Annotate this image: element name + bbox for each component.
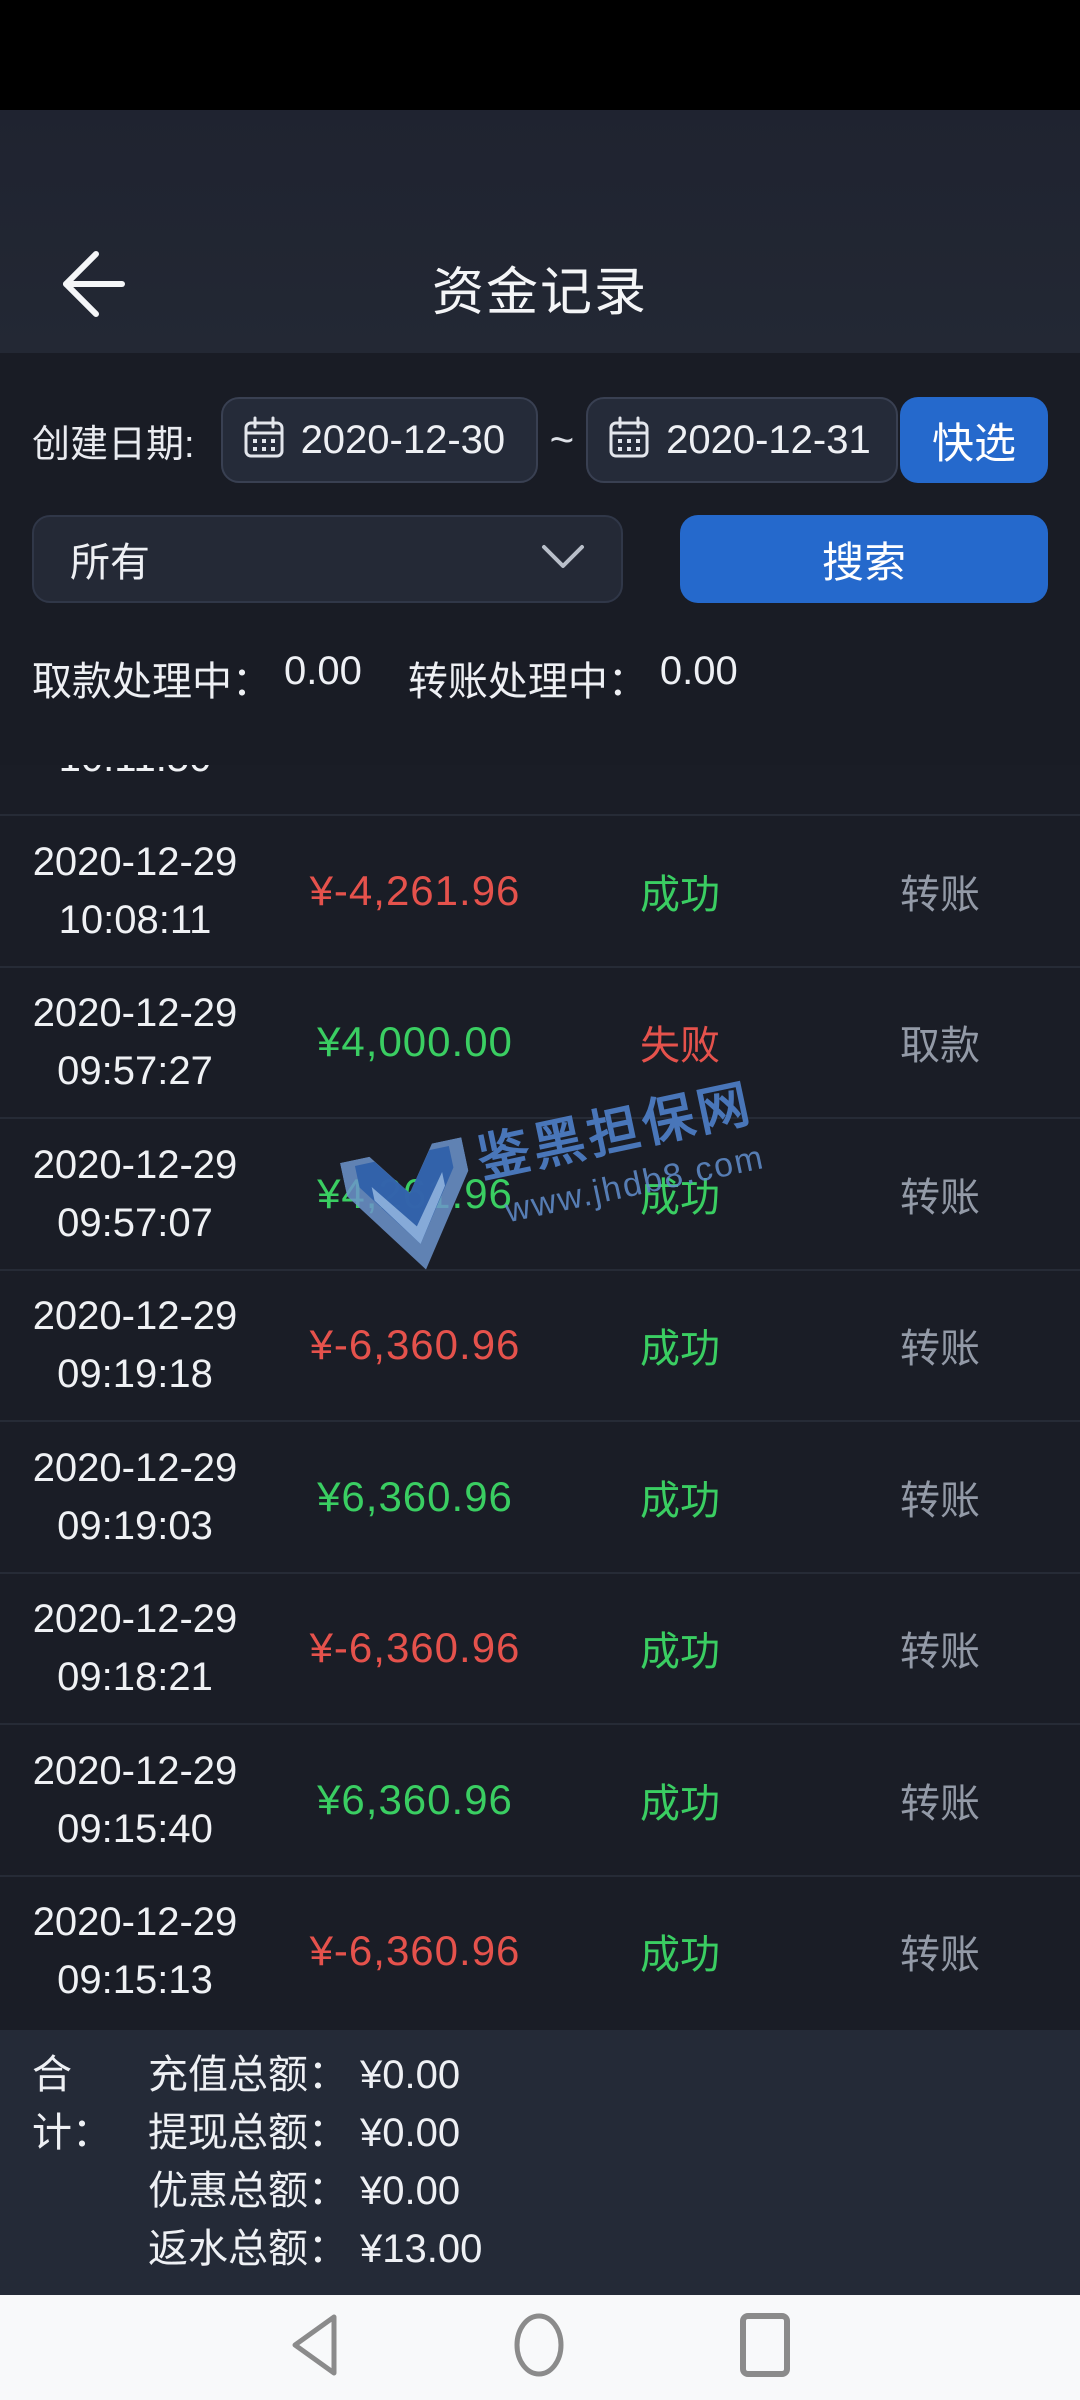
- row-amount: ¥4,261.96: [317, 1169, 513, 1217]
- back-button[interactable]: [52, 240, 136, 332]
- row-status: 成功: [640, 1327, 720, 1372]
- row-amount: ¥-4,261.96: [309, 866, 521, 914]
- nav-recents-button[interactable]: [738, 2312, 792, 2383]
- row-datetime: 2020-12-29 10:08:11: [32, 839, 238, 942]
- table-row: 2020-12-29 09:19:03 ¥6,360.96 成功 转账: [0, 1420, 1080, 1572]
- row-datetime: 2020-12-29 09:19:03: [32, 1445, 238, 1548]
- processing-status-line: 取款处理中： 0.00 转账处理中： 0.00: [32, 649, 1048, 707]
- table-row: 2020-12-29 09:15:13 ¥-6,360.96 成功 转账: [0, 1874, 1080, 2027]
- row-type: 转账: [900, 1630, 980, 1675]
- row-datetime: 2020-12-29 09:57:07: [32, 1142, 238, 1245]
- row-amount: ¥-6,360.96: [309, 1624, 521, 1672]
- table-row: 2020-12-29 09:57:27 ¥4,000.00 失败 取款: [0, 965, 1080, 1118]
- row-status: 成功: [640, 1781, 720, 1826]
- table-row: 2020-12-29 09:15:40 ¥6,360.96 成功 转账: [0, 1723, 1080, 1875]
- nav-home-button[interactable]: [508, 2312, 570, 2383]
- row-status: 成功: [640, 1933, 720, 1978]
- nav-back-button[interactable]: [288, 2312, 340, 2383]
- summary-item-value: ¥0.00: [360, 2053, 461, 2097]
- row-amount: ¥6,360.96: [317, 1775, 513, 1823]
- type-dropdown[interactable]: 所有: [32, 515, 623, 603]
- summary-item-value: ¥0.00: [360, 2169, 461, 2213]
- table-row: 2020-12-29 09:57:07 ¥4,261.96 成功 转账: [0, 1117, 1080, 1269]
- row-status: 成功: [640, 1478, 720, 1523]
- row-type: 转账: [900, 1933, 980, 1978]
- rows-container: 2020-12-29 10:08:11 ¥-4,261.96 成功 转账 2020-12-…: [0, 814, 1080, 2026]
- row-type: 转账: [900, 872, 980, 917]
- summary-item-label: 充值总额：: [148, 2053, 348, 2097]
- transfer-processing-label: 转账处理中：: [407, 660, 648, 704]
- summary-item-value: ¥13.00: [360, 2227, 483, 2271]
- row-amount: ¥-6,360.96: [309, 1321, 521, 1369]
- table-row: 2020-12-29 10:08:11 ¥-4,261.96 成功 转账: [0, 814, 1080, 966]
- back-triangle-icon: [288, 2312, 340, 2383]
- android-navbar: [0, 2295, 1080, 2400]
- summary-item: 返水总额： ¥13.00: [148, 2220, 482, 2278]
- summary-item-label: 提现总额：: [148, 2111, 348, 2155]
- row-status: 失败: [640, 1024, 720, 1069]
- row-type: 转账: [900, 1781, 980, 1826]
- summary-total-label: 合计：: [32, 2053, 112, 2155]
- search-button[interactable]: 搜索: [680, 515, 1048, 603]
- calendar-icon: [608, 416, 650, 465]
- chevron-down-icon: [541, 544, 585, 575]
- row-type: 转账: [900, 1175, 980, 1220]
- summary-item: 充值总额： ¥0.00: [148, 2046, 482, 2104]
- summary-footer: 合计： 充值总额： ¥0.00 提现总额： ¥0.00 优惠总额： ¥0.00 返水总额： ¥…: [0, 2030, 1080, 2295]
- row-type: 转账: [900, 1327, 980, 1372]
- range-separator: ~: [549, 416, 575, 463]
- summary-item-label: 优惠总额：: [148, 2169, 348, 2213]
- withdraw-processing-label: 取款处理中：: [32, 660, 272, 704]
- records-list[interactable]: 10:11:50 2020-12-2910:08:11¥-4,261.96成功转…: [0, 765, 1080, 2030]
- row-amount: ¥6,360.96: [317, 1472, 513, 1520]
- row-datetime: 2020-12-29 09:15:13: [32, 1900, 238, 2003]
- home-circle-icon: [508, 2312, 570, 2383]
- status-bar: [0, 0, 1080, 110]
- row-status: 成功: [640, 1630, 720, 1675]
- table-row: 2020-12-29 09:19:18 ¥-6,360.96 成功 转账: [0, 1268, 1080, 1421]
- row-type: 转账: [900, 1478, 980, 1523]
- row-status: 成功: [640, 1175, 720, 1220]
- summary-item: 优惠总额： ¥0.00: [148, 2162, 482, 2220]
- row-amount: ¥-6,360.96: [309, 1927, 521, 1975]
- date-from-input[interactable]: 2020-12-30: [220, 397, 538, 483]
- recents-square-icon: [738, 2312, 792, 2383]
- date-to-value: 2020-12-31: [666, 417, 871, 462]
- summary-item-label: 返水总额：: [148, 2227, 348, 2271]
- row-datetime: 2020-12-29 09:18:21: [32, 1597, 238, 1700]
- row-datetime: 2020-12-29 09:15:40: [32, 1748, 238, 1851]
- row-datetime: 2020-12-29 09:57:27: [32, 991, 238, 1094]
- row-amount: ¥4,000.00: [317, 1018, 513, 1066]
- page-title: 资金记录: [431, 264, 648, 322]
- transfer-processing-value: 0.00: [659, 649, 738, 693]
- type-dropdown-value: 所有: [70, 541, 150, 585]
- row-type: 取款: [900, 1024, 980, 1069]
- summary-item-value: ¥0.00: [360, 2111, 461, 2155]
- table-row-partial: 10:11:50: [0, 765, 1080, 814]
- date-from-value: 2020-12-30: [300, 417, 506, 462]
- back-arrow-icon: [56, 244, 132, 329]
- table-row: 2020-12-29 09:18:21 ¥-6,360.96 成功 转账: [0, 1571, 1080, 1724]
- summary-item: 提现总额： ¥0.00: [148, 2104, 482, 2162]
- date-to-input[interactable]: 2020-12-31: [586, 397, 899, 483]
- calendar-icon: [243, 416, 285, 465]
- row-time-clipped: 10:11:50: [0, 765, 270, 787]
- row-status: 成功: [640, 872, 720, 917]
- header: 资金记录: [0, 110, 1080, 353]
- summary-items: 充值总额： ¥0.00 提现总额： ¥0.00 优惠总额： ¥0.00 返水总额： ¥13.0…: [148, 2046, 482, 2295]
- row-datetime: 2020-12-29 09:19:18: [32, 1294, 238, 1397]
- quick-select-button[interactable]: 快选: [900, 397, 1048, 483]
- withdraw-processing-value: 0.00: [284, 649, 362, 693]
- date-range-label: 创建日期:: [32, 423, 195, 466]
- filter-panel: 创建日期: 2020-12-30 ~: [0, 353, 1080, 765]
